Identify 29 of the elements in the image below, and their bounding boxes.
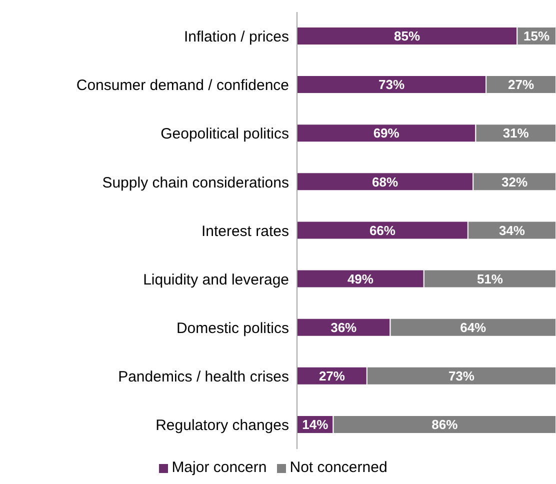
y-tick-label: Pandemics / health crises (118, 368, 289, 386)
data-label: 15% (524, 28, 550, 44)
data-label: 86% (432, 417, 458, 432)
y-tick-label: Inflation / prices (184, 28, 289, 46)
data-label: 69% (373, 126, 400, 141)
data-label: 27% (508, 77, 534, 92)
data-label: 31% (502, 126, 530, 141)
data-label: 36% (330, 320, 358, 335)
data-label: 32% (502, 174, 528, 190)
data-label: 73% (378, 77, 405, 92)
data-label: 68% (372, 174, 399, 190)
data-label: 49% (347, 271, 374, 286)
data-label: 64% (460, 320, 487, 335)
data-label: 73% (448, 368, 475, 384)
data-label: 14% (302, 417, 329, 432)
data-label: 85% (394, 28, 421, 44)
data-label: 34% (498, 222, 526, 238)
y-tick-label: Domestic politics (176, 320, 289, 337)
y-tick-label: Liquidity and leverage (143, 271, 289, 288)
y-tick-label: Regulatory changes (156, 417, 289, 434)
legend-label: Not concerned (290, 459, 388, 476)
y-tick-label: Consumer demand / confidence (76, 77, 289, 94)
y-tick-label: Geopolitical politics (160, 126, 289, 143)
data-label: 27% (318, 368, 346, 384)
y-tick-label: Supply chain considerations (102, 174, 289, 192)
y-tick-label: Interest rates (201, 222, 289, 240)
data-label: 51% (476, 271, 504, 286)
data-label: 66% (369, 222, 396, 238)
legend-label: Major concern (172, 459, 267, 476)
